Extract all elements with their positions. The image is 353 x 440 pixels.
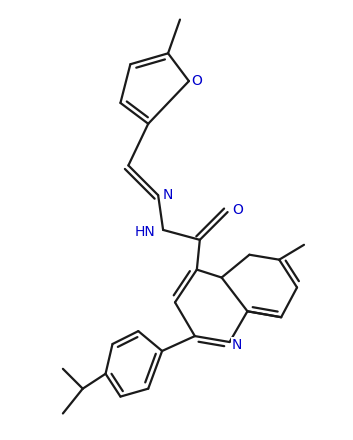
- Text: N: N: [163, 188, 173, 202]
- Text: O: O: [191, 74, 202, 88]
- Text: N: N: [232, 338, 242, 352]
- Text: HN: HN: [134, 225, 155, 239]
- Text: O: O: [233, 203, 244, 217]
